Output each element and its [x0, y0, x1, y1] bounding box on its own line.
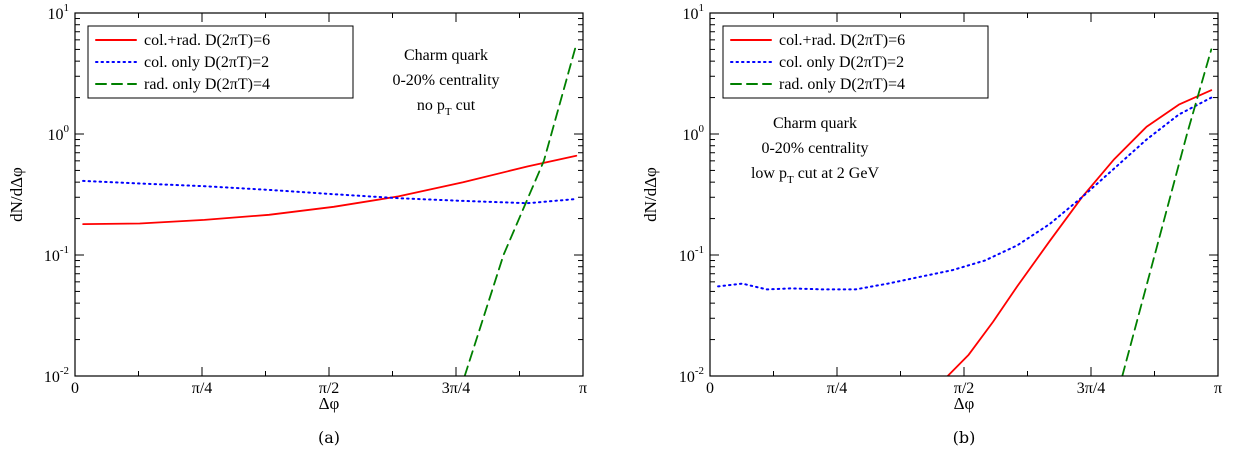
y-axis-label: dN/dΔφ	[641, 167, 660, 222]
x-tick-label: 0	[706, 380, 714, 397]
annotation-line: 0-20% centrality	[761, 140, 868, 157]
x-tick-label: π/2	[954, 380, 975, 397]
x-tick-label: 0	[71, 380, 79, 397]
panel-caption: (a)	[318, 428, 340, 447]
annotation-line: Charm quark	[773, 115, 857, 132]
y-tick-label: 100	[683, 123, 705, 144]
legend-label: col. only D(2πT)=2	[779, 54, 904, 71]
series-line-col-only-d-2-t-2	[82, 179, 578, 205]
x-axis-label: Δφ	[954, 394, 975, 413]
annotation-line: Charm quark	[404, 47, 488, 64]
annotation-line: no pT cut	[417, 97, 476, 118]
panel-b: 0 π/4 π/2 3π/4 π 10-2 10-1 100 101 Δφ dN/dΔφ col.+r…	[641, 2, 1222, 447]
x-tick-label: 3π/4	[1077, 380, 1106, 397]
y-tick-label: 10-2	[44, 365, 69, 386]
y-tick-label: 10-1	[679, 244, 704, 265]
x-axis-label: Δφ	[319, 394, 340, 413]
y-tick-label: 101	[683, 2, 705, 23]
series-line-col-only-d-2-t-2	[717, 96, 1213, 291]
annotation-line: low pT cut at 2 GeV	[751, 165, 879, 186]
series-line-rad-only-d-2-t-4	[463, 43, 578, 376]
legend-box	[87, 25, 354, 99]
legend-box	[722, 25, 989, 99]
y-tick-label: 10-1	[44, 244, 69, 265]
x-tick-label: π/4	[827, 380, 848, 397]
x-tick-label: π	[1214, 380, 1222, 397]
x-tick-label: π/4	[192, 380, 213, 397]
y-tick-label: 101	[48, 2, 70, 23]
y-tick-label: 10-2	[679, 365, 704, 386]
legend-label: col. only D(2πT)=2	[144, 54, 269, 71]
panel-caption: (b)	[953, 428, 976, 447]
series-line-col-rad-d-2-t-6	[946, 89, 1213, 376]
x-tick-label: 3π/4	[442, 380, 471, 397]
y-tick-label: 100	[48, 123, 70, 144]
series-line-col-rad-d-2-t-6	[82, 154, 578, 226]
x-tick-label: π	[579, 380, 587, 397]
annotation-line: 0-20% centrality	[392, 72, 499, 89]
legend-label: col.+rad. D(2πT)=6	[144, 32, 270, 49]
series-line-rad-only-d-2-t-4	[1121, 48, 1213, 376]
legend-label: rad. only D(2πT)=4	[144, 76, 270, 93]
legend-label: col.+rad. D(2πT)=6	[779, 32, 905, 49]
panel-a: 0 π/4 π/2 3π/4 π 10-2 10-1 100 101 Δφ dN/dΔφ col.+r…	[7, 2, 587, 447]
y-axis-label: dN/dΔφ	[7, 167, 26, 222]
legend-label: rad. only D(2πT)=4	[779, 76, 905, 93]
x-tick-label: π/2	[319, 380, 340, 397]
